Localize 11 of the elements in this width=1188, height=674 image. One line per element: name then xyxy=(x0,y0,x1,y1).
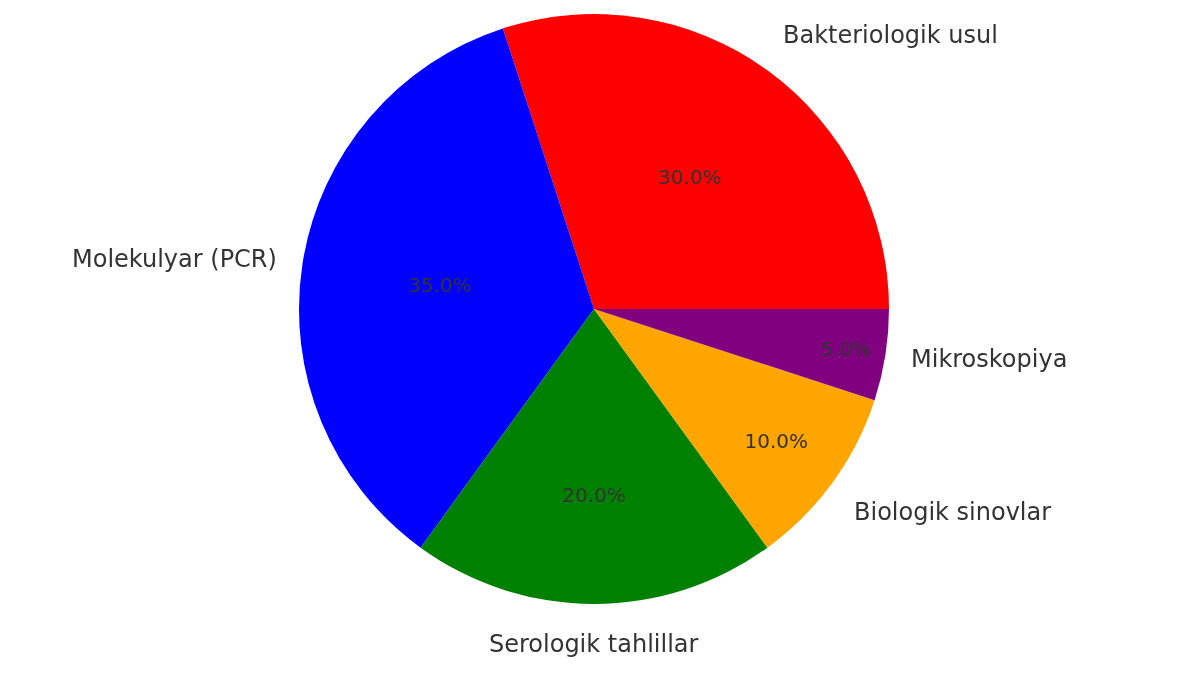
slice-label: Mikroskopiya xyxy=(911,345,1068,373)
data-label: 10.0% xyxy=(744,429,809,454)
slice-label: Biologik sinovlar xyxy=(854,498,1052,526)
data-label: 20.0% xyxy=(562,482,626,507)
slice-label: Serologik tahlillar xyxy=(489,630,699,658)
slice-label: Molekulyar (PCR) xyxy=(72,245,277,273)
slice-label: Bakteriologik usul xyxy=(783,21,998,49)
pie-slice xyxy=(594,309,889,401)
data-label: 5.0% xyxy=(820,336,872,361)
data-label: 35.0% xyxy=(408,272,472,297)
data-label: 30.0% xyxy=(658,165,722,190)
